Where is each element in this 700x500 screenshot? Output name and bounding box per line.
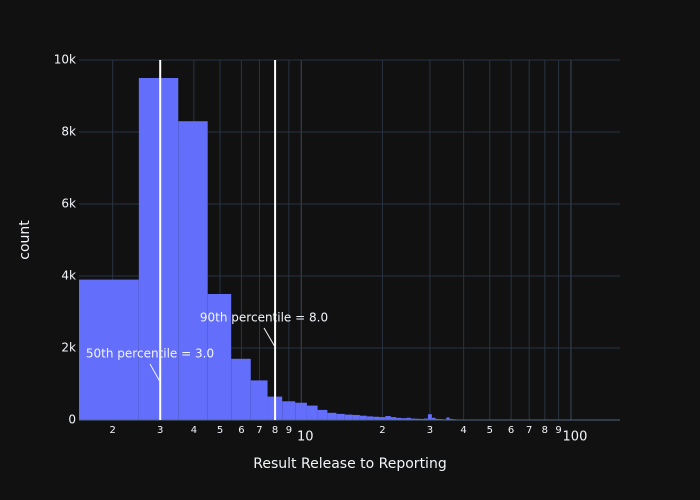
annotation: 90th percentile = 8.0 — [200, 311, 328, 325]
x-tick-label: 7 — [526, 425, 532, 436]
bar — [336, 413, 345, 420]
x-axis-title: Result Release to Reporting — [253, 456, 446, 472]
bar — [282, 401, 296, 420]
bar — [431, 417, 436, 420]
bar — [178, 121, 208, 420]
bar — [446, 417, 450, 420]
y-axis-title: count — [17, 220, 33, 260]
x-tick-label: 3 — [427, 425, 433, 436]
bar — [390, 417, 397, 420]
bar — [401, 418, 407, 420]
bar — [344, 414, 353, 420]
y-tick-label: 6k — [61, 197, 76, 211]
bar — [366, 416, 374, 420]
annotation-arrow — [149, 363, 161, 383]
bar — [306, 405, 318, 420]
x-tick-label: 6 — [508, 425, 514, 436]
x-tick-label: 7 — [256, 425, 262, 436]
bar — [449, 418, 453, 420]
x-tick-label: 8 — [272, 425, 278, 436]
bar — [295, 402, 307, 420]
bar — [427, 414, 432, 420]
bar — [359, 415, 367, 420]
bar — [327, 412, 337, 420]
x-tick-label: 4 — [460, 425, 466, 436]
x-tick-label: 5 — [487, 425, 493, 436]
bar — [423, 418, 428, 420]
x-tick-label: 2 — [110, 425, 116, 436]
bar — [352, 414, 360, 420]
y-tick-label: 2k — [61, 341, 76, 355]
x-tick-label: 4 — [191, 425, 197, 436]
bar — [419, 418, 424, 420]
annotation: 50th percentile = 3.0 — [86, 347, 214, 361]
x-tick-label: 10 — [297, 430, 314, 445]
bar — [231, 358, 251, 420]
x-tick-label: 6 — [238, 425, 244, 436]
annotation-arrow — [263, 327, 276, 348]
bar — [138, 78, 179, 420]
bar — [385, 416, 391, 420]
x-tick-label: 3 — [157, 425, 163, 436]
x-tick-label: 100 — [563, 430, 588, 445]
bar — [79, 279, 139, 420]
bar — [410, 418, 416, 420]
x-tick-label: 5 — [217, 425, 223, 436]
x-tick-label: 9 — [555, 425, 561, 436]
bar — [373, 416, 380, 420]
bar — [207, 294, 232, 420]
x-tick-label: 2 — [379, 425, 385, 436]
bar — [435, 418, 440, 420]
y-tick-label: 0 — [68, 413, 76, 427]
y-tick-label: 8k — [61, 125, 76, 139]
y-tick-label: 4k — [61, 269, 76, 283]
bar — [396, 417, 402, 420]
bar — [379, 417, 386, 420]
bar — [406, 417, 411, 420]
y-tick-label: 10k — [54, 53, 76, 67]
bar — [250, 380, 268, 420]
bar — [317, 409, 328, 420]
x-tick-label: 9 — [286, 425, 292, 436]
bar — [415, 418, 420, 420]
x-tick-label: 8 — [542, 425, 548, 436]
